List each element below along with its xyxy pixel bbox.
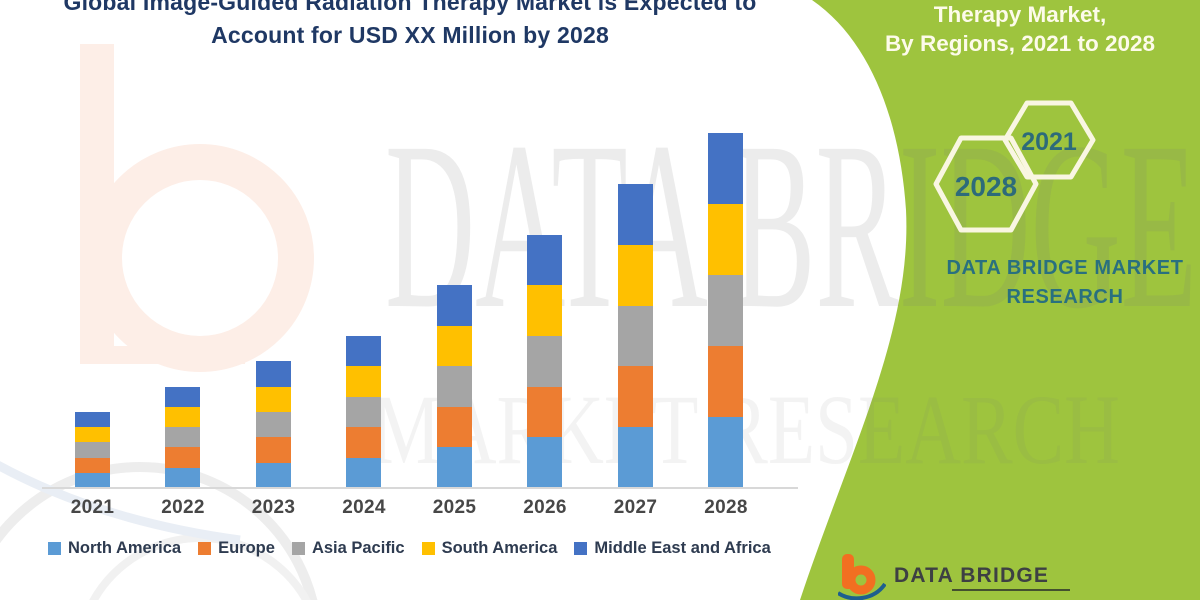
- bar-segment-north-america: [527, 437, 563, 488]
- data-bridge-logo-icon: [838, 554, 886, 600]
- bar-segment-south-america: [255, 386, 291, 412]
- bar-segment-south-america: [708, 204, 744, 276]
- panel-heading-line1: Therapy Market,: [933, 2, 1107, 27]
- bar-segment-asia-pacific: [527, 336, 563, 387]
- legend-item-south-america: South America: [421, 539, 558, 558]
- bar-group-2022: [165, 386, 201, 488]
- bar-segment-middle-east-and-africa: [436, 285, 472, 326]
- panel-brand-line2: RESEARCH: [1006, 286, 1124, 308]
- bar-segment-middle-east-and-africa: [527, 234, 563, 286]
- legend-label: Middle East and Africa: [594, 539, 771, 557]
- bar-segment-north-america: [436, 447, 472, 488]
- bar-segment-north-america: [617, 427, 653, 488]
- bar-group-2023: [255, 361, 291, 488]
- bar-segment-north-america: [708, 417, 744, 488]
- bar-segment-asia-pacific: [617, 305, 653, 367]
- panel-heading: Therapy Market, By Regions, 2021 to 2028: [855, 1, 1185, 58]
- bar-segment-middle-east-and-africa: [74, 412, 110, 428]
- bar-segment-europe: [436, 406, 472, 448]
- bar-segment-asia-pacific: [165, 427, 201, 448]
- bar-segment-south-america: [74, 427, 110, 443]
- bar-group-2025: [436, 285, 472, 488]
- x-axis-label: 2024: [342, 497, 386, 518]
- legend-item-north-america: North America: [48, 539, 181, 558]
- panel-brand-line1: DATA BRIDGE MARKET: [946, 257, 1184, 279]
- bar-segment-middle-east-and-africa: [165, 386, 201, 407]
- bar-segment-europe: [74, 457, 110, 473]
- bar-segment-middle-east-and-africa: [617, 184, 653, 245]
- bar-segment-asia-pacific: [74, 442, 110, 458]
- x-axis-label: 2023: [251, 497, 296, 518]
- bar-segment-south-america: [527, 285, 563, 336]
- legend-label: North America: [68, 539, 182, 557]
- bar-segment-europe: [617, 366, 653, 428]
- x-axis-label: 2026: [523, 497, 567, 518]
- legend-swatch-icon: [291, 542, 305, 555]
- x-axis-label: 2027: [613, 497, 658, 518]
- x-axis-label: 2022: [161, 497, 205, 518]
- bar-segment-north-america: [255, 462, 291, 488]
- chart-legend: North America Europe Asia Pacific South Ame…: [48, 539, 788, 558]
- legend-swatch-icon: [421, 542, 435, 555]
- chart-title: Global Image-Guided Radiation Therapy Ma…: [40, 0, 780, 52]
- x-axis-label: 2021: [70, 497, 115, 518]
- bar-group-2026: [527, 234, 563, 488]
- bar-segment-europe: [255, 437, 291, 463]
- chart-title-line1: Global Image-Guided Radiation Therapy Ma…: [63, 0, 757, 15]
- footer-logo-underline: [952, 589, 1070, 591]
- bar-segment-asia-pacific: [346, 396, 382, 428]
- bar-segment-europe: [708, 346, 744, 418]
- bar-segment-south-america: [346, 366, 382, 397]
- bar-segment-asia-pacific: [255, 412, 291, 438]
- legend-label: Europe: [218, 539, 275, 557]
- chart-title-line2: Account for USD XX Million by 2028: [211, 22, 609, 48]
- bar-segment-asia-pacific: [708, 275, 744, 347]
- hexagon-2028-icon: [933, 135, 1039, 233]
- legend-item-middle-east-and-africa: Middle East and Africa: [574, 539, 771, 558]
- bar-segment-europe: [165, 447, 201, 468]
- x-axis-line: [42, 487, 798, 489]
- bar-segment-south-america: [165, 406, 201, 428]
- bar-group-2024: [346, 336, 382, 488]
- plot-area: [47, 108, 771, 488]
- bar-segment-middle-east-and-africa: [708, 133, 744, 205]
- hexagon-large-year: 2028: [955, 171, 1017, 202]
- x-axis-label: 2025: [432, 497, 477, 518]
- bar-segment-north-america: [346, 457, 382, 488]
- bar-group-2021: [74, 412, 110, 488]
- bar-segment-south-america: [617, 244, 653, 306]
- bar-segment-asia-pacific: [436, 366, 472, 407]
- legend-swatch-icon: [574, 542, 588, 555]
- legend-item-asia-pacific: Asia Pacific: [291, 539, 405, 558]
- bar-segment-north-america: [74, 472, 110, 488]
- bar-segment-europe: [527, 386, 563, 438]
- bar-segment-middle-east-and-africa: [255, 361, 291, 387]
- bar-segment-europe: [346, 427, 382, 458]
- hexagon-small-year: 2021: [1021, 128, 1077, 156]
- hexagon-2021-icon: [1002, 100, 1096, 180]
- legend-label: Asia Pacific: [311, 539, 405, 557]
- legend-swatch-icon: [198, 542, 212, 555]
- panel-heading-line2: By Regions, 2021 to 2028: [884, 30, 1156, 56]
- footer-logo: DATA BRIDGE: [838, 552, 1168, 600]
- legend-swatch-icon: [48, 542, 61, 555]
- legend-item-europe: Europe: [198, 539, 275, 558]
- x-axis-labels: 2021 2022 2023 2024 2025 2026 2027 2028: [47, 497, 771, 523]
- bar-group-2027: [617, 184, 653, 488]
- bar-segment-south-america: [436, 325, 472, 367]
- x-axis-label: 2028: [704, 497, 748, 518]
- bar-segment-north-america: [165, 467, 201, 488]
- bar-group-2028: [708, 133, 744, 488]
- panel-brand-text: DATA BRIDGE MARKET RESEARCH: [935, 254, 1195, 312]
- legend-label: South America: [441, 539, 558, 557]
- bar-segment-middle-east-and-africa: [346, 336, 382, 367]
- footer-logo-text: DATA BRIDGE: [894, 564, 1050, 587]
